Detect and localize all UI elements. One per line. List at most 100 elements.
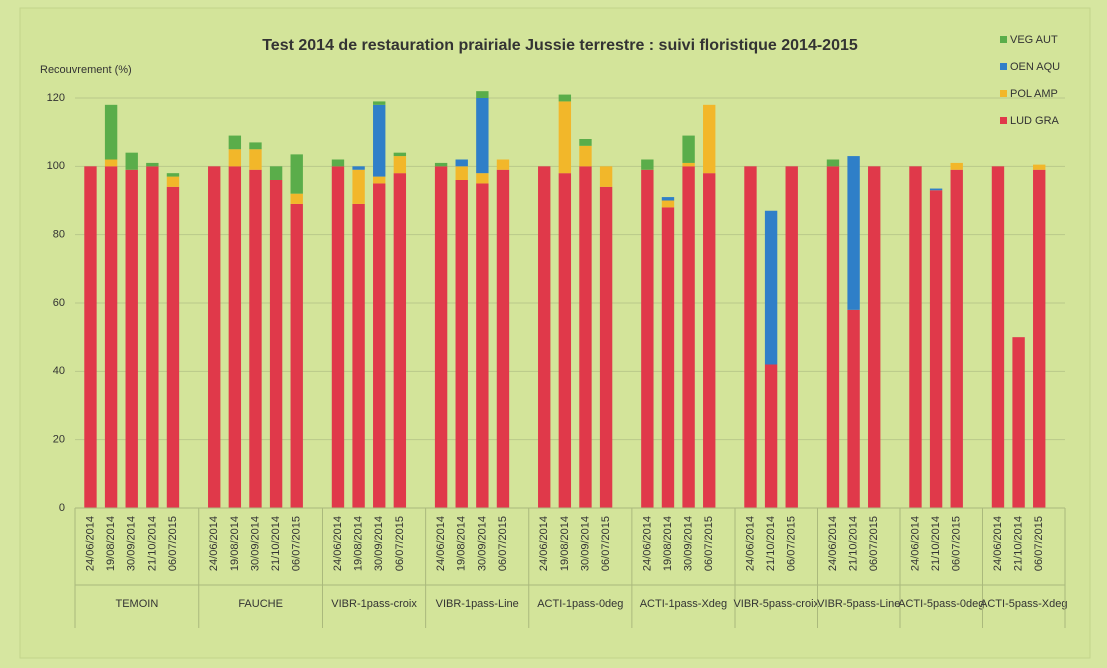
y-tick-label: 0	[59, 502, 65, 514]
bar-segment	[104, 104, 118, 160]
x-tick-label: 24/06/2014	[208, 516, 220, 571]
bar-segment	[764, 210, 778, 365]
x-tick-label: 21/10/2014	[146, 516, 158, 571]
legend-swatch	[1000, 63, 1007, 70]
legend-swatch	[1000, 117, 1007, 124]
y-tick-label: 40	[53, 365, 65, 377]
bar-segment	[146, 162, 159, 167]
y-tick-label: 20	[53, 434, 65, 446]
bar-segment	[641, 169, 654, 508]
bar-segment	[331, 166, 345, 509]
bar-segment	[249, 169, 262, 508]
x-tick-label: 30/09/2014	[683, 516, 695, 571]
x-tick-label: 24/06/2014	[641, 516, 653, 571]
x-tick-label: 24/06/2014	[332, 516, 344, 571]
x-tick-label: 30/09/2014	[579, 516, 591, 571]
bar-segment	[373, 183, 386, 508]
chart-title: Test 2014 de restauration prairiale Juss…	[262, 37, 858, 54]
x-tick-label: 21/10/2014	[1013, 516, 1025, 571]
x-tick-label: 06/07/2015	[786, 516, 798, 571]
bar-segment	[104, 166, 118, 509]
legend-label: LUD GRA	[1010, 115, 1060, 127]
bar-segment	[125, 169, 138, 508]
bar-segment	[579, 139, 592, 146]
x-tick-label: 19/08/2014	[229, 516, 241, 571]
legend-swatch	[1000, 36, 1007, 43]
bar-segment	[476, 173, 489, 184]
bar-segment	[125, 152, 138, 170]
x-tick-label: 30/09/2014	[126, 516, 138, 571]
x-tick-label: 24/06/2014	[84, 516, 96, 571]
bar-segment	[826, 159, 840, 167]
x-tick-label: 21/10/2014	[270, 516, 282, 571]
bar-segment	[950, 169, 963, 508]
legend-label: OEN AQU	[1010, 61, 1060, 73]
bar-segment	[249, 142, 262, 150]
x-tick-label: 21/10/2014	[848, 516, 860, 571]
x-tick-label: 06/07/2015	[497, 516, 509, 571]
x-tick-label: 19/08/2014	[559, 516, 571, 571]
bar-segment	[764, 364, 778, 508]
x-tick-label: 21/10/2014	[765, 516, 777, 571]
bar-segment	[228, 149, 242, 167]
x-tick-label: 06/07/2015	[1033, 516, 1045, 571]
bar-segment	[558, 101, 572, 174]
bar-segment	[991, 166, 1005, 509]
group-label: ACTI-5pass-0deg	[898, 598, 984, 610]
bar-segment	[104, 159, 118, 167]
bar-segment	[496, 169, 510, 508]
bar-segment	[641, 159, 654, 170]
bar-segment	[703, 173, 716, 508]
group-label: ACTI-5pass-Xdeg	[980, 598, 1067, 610]
x-tick-label: 19/08/2014	[662, 516, 674, 571]
bar-segment	[166, 176, 180, 187]
bar-segment	[84, 166, 97, 509]
bar-segment	[352, 169, 365, 204]
group-label: ACTI-1pass-0deg	[537, 598, 623, 610]
bar-segment	[682, 162, 695, 167]
bar-segment	[1033, 164, 1046, 170]
group-label: ACTI-1pass-Xdeg	[640, 598, 727, 610]
y-axis-label: Recouvrement (%)	[40, 64, 132, 76]
bar-segment	[703, 104, 716, 174]
x-tick-label: 06/07/2015	[868, 516, 880, 571]
x-tick-label: 21/10/2014	[930, 516, 942, 571]
x-tick-label: 30/09/2014	[249, 516, 261, 571]
bar-segment	[599, 166, 613, 187]
x-tick-label: 19/08/2014	[456, 516, 468, 571]
x-tick-label: 24/06/2014	[744, 516, 756, 571]
group-label: TEMOIN	[115, 598, 158, 610]
bar-segment	[661, 200, 675, 208]
bar-segment	[290, 203, 303, 508]
x-tick-label: 24/06/2014	[435, 516, 447, 571]
y-tick-label: 100	[47, 160, 65, 172]
bar-segment	[476, 98, 489, 174]
bar-segment	[166, 186, 180, 509]
group-label: VIBR-5pass-Line	[817, 598, 900, 610]
bar-segment	[661, 197, 675, 201]
x-tick-label: 24/06/2014	[538, 516, 550, 571]
bar-segment	[393, 156, 407, 174]
bar-segment	[744, 166, 757, 509]
bar-segment	[476, 183, 489, 508]
bar-segment	[434, 166, 448, 509]
group-label: VIBR-5pass-croix	[733, 598, 819, 610]
bar-segment	[290, 193, 303, 204]
bar-segment	[909, 166, 922, 509]
bar-segment	[826, 166, 840, 509]
x-tick-label: 06/07/2015	[394, 516, 406, 571]
bar-segment	[393, 152, 407, 157]
bar-segment	[950, 162, 963, 170]
y-tick-label: 120	[47, 92, 65, 104]
bar-segment	[538, 166, 551, 509]
bar-segment	[228, 135, 242, 150]
group-label: FAUCHE	[238, 598, 283, 610]
bar-segment	[352, 166, 365, 170]
x-tick-label: 24/06/2014	[992, 516, 1004, 571]
bar-segment	[352, 203, 365, 508]
bar-segment	[393, 173, 407, 508]
x-tick-label: 30/09/2014	[476, 516, 488, 571]
bar-segment	[373, 176, 386, 184]
legend-label: POL AMP	[1010, 88, 1058, 100]
bar-segment	[373, 101, 386, 105]
